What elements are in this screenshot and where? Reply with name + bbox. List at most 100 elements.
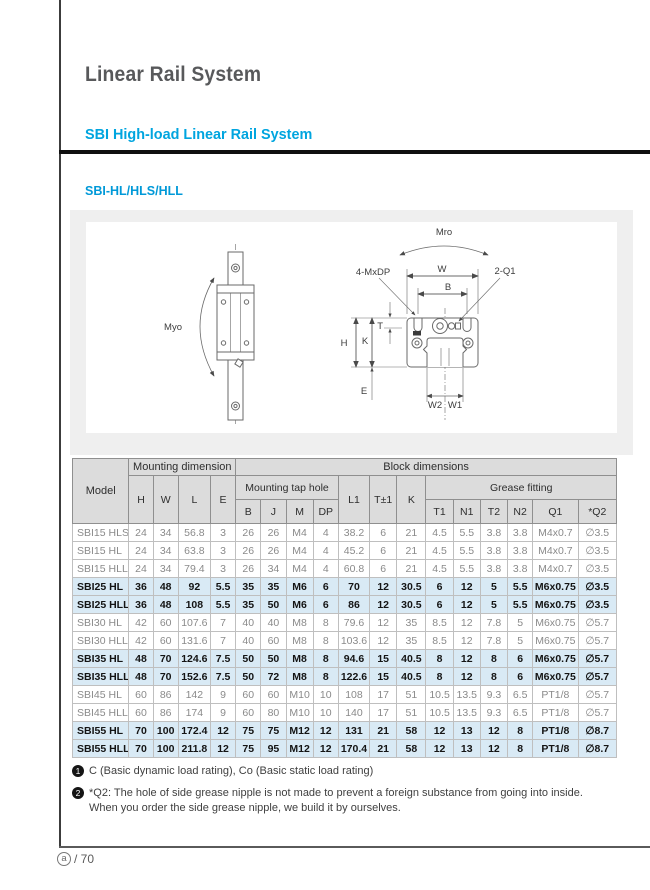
value-cell: 9 <box>209 703 237 722</box>
value-cell: 6 <box>312 595 339 614</box>
value-cell: 86 <box>152 703 179 722</box>
value-cell: M6x0.75 <box>532 631 579 650</box>
value-cell: 4.5 <box>425 541 454 560</box>
value-cell: 60 <box>235 685 262 704</box>
value-cell: 8.5 <box>425 613 454 632</box>
value-cell: 36 <box>128 595 154 614</box>
value-cell: 50 <box>235 649 262 668</box>
value-cell: 60.8 <box>337 559 371 578</box>
value-cell: M6 <box>285 577 314 596</box>
model-cell: SBI30 HLL <box>71 631 130 650</box>
dim-label-tap-hole: 4-MxDP <box>356 267 390 278</box>
value-cell: 172.4 <box>177 721 211 740</box>
value-cell: 4 <box>312 559 339 578</box>
value-cell: 12 <box>452 631 481 650</box>
value-cell: 86 <box>152 685 179 704</box>
value-cell: 12 <box>452 649 481 668</box>
value-cell: 8 <box>312 667 339 686</box>
value-cell: 34 <box>260 559 287 578</box>
col-header-j: J <box>260 499 287 524</box>
value-cell: 6.5 <box>507 685 534 704</box>
technical-diagram: Myo Mro 4-MxDP W 2-Q1 B T H K E W2 W1 <box>164 227 516 424</box>
value-cell: 3.8 <box>479 559 509 578</box>
model-cell: SBI25 HL <box>71 577 130 596</box>
value-cell: 50 <box>260 649 287 668</box>
value-cell: 8.5 <box>425 631 454 650</box>
value-cell: 4 <box>312 541 339 560</box>
dim-label-mro: Mro <box>436 227 452 238</box>
value-cell: 3.8 <box>507 541 534 560</box>
value-cell: 17 <box>369 685 398 704</box>
value-cell: ∅5.7 <box>577 631 618 650</box>
value-cell: M8 <box>285 613 314 632</box>
value-cell: 5.5 <box>507 595 534 614</box>
value-cell: 12 <box>209 721 237 740</box>
value-cell: 6 <box>312 577 339 596</box>
value-cell: 24 <box>128 559 154 578</box>
page-number: / 70 <box>74 852 95 866</box>
value-cell: 12 <box>452 577 481 596</box>
value-cell: 58 <box>396 739 427 758</box>
value-cell: 5 <box>507 631 534 650</box>
value-cell: 35 <box>260 577 287 596</box>
dim-label-q1: 2-Q1 <box>494 266 515 277</box>
value-cell: 70 <box>128 739 154 758</box>
value-cell: 6 <box>425 595 454 614</box>
table-row: SBI55 HLL 70 100 211.8 12 75 95 M12 12 170.4 21 58 1… <box>71 739 618 758</box>
value-cell: 3.8 <box>479 541 509 560</box>
group-header-mounting-dimension: Mounting dimension <box>128 458 237 476</box>
value-cell: 13.5 <box>452 703 481 722</box>
value-cell: M6x0.75 <box>532 595 579 614</box>
value-cell: 50 <box>260 595 287 614</box>
value-cell: 13 <box>452 739 481 758</box>
value-cell: 24 <box>128 541 154 560</box>
table-row: SBI45 HL 60 86 142 9 60 60 M10 10 108 17 51 10.5 13.5… <box>71 685 618 704</box>
value-cell: 12 <box>479 721 509 740</box>
value-cell: 3.8 <box>507 523 534 542</box>
value-cell: 40 <box>235 613 262 632</box>
value-cell: 72 <box>260 667 287 686</box>
value-cell: 12 <box>452 667 481 686</box>
value-cell: 5.5 <box>507 577 534 596</box>
dim-label-b: B <box>445 282 451 293</box>
model-cell: SBI15 HLS <box>71 523 130 542</box>
value-cell: PT1/8 <box>532 721 579 740</box>
section-heading: SBI-HL/HLS/HLL <box>85 184 183 198</box>
value-cell: 48 <box>152 577 179 596</box>
value-cell: 10 <box>312 685 339 704</box>
value-cell: 6 <box>507 667 534 686</box>
model-cell: SBI55 HL <box>71 721 130 740</box>
value-cell: 3 <box>209 523 237 542</box>
value-cell: 60 <box>128 703 154 722</box>
value-cell: 38.2 <box>337 523 371 542</box>
value-cell: 122.6 <box>337 667 371 686</box>
group-header-mounting-tap-hole: Mounting tap hole <box>235 475 339 500</box>
value-cell: 7 <box>209 631 237 650</box>
value-cell: M6 <box>285 595 314 614</box>
value-cell: 100 <box>152 739 179 758</box>
col-header-dp: DP <box>312 499 339 524</box>
value-cell: 12 <box>369 613 398 632</box>
value-cell: PT1/8 <box>532 685 579 704</box>
value-cell: 7.5 <box>209 649 237 668</box>
col-header-l1: L1 <box>337 475 371 524</box>
value-cell: 70 <box>128 721 154 740</box>
value-cell: 45.2 <box>337 541 371 560</box>
dim-label-e: E <box>361 386 367 397</box>
value-cell: 3.8 <box>479 523 509 542</box>
value-cell: 103.6 <box>337 631 371 650</box>
col-header-n2: N2 <box>507 499 534 524</box>
footnote-2-text: *Q2: The hole of side grease nipple is n… <box>89 787 583 814</box>
value-cell: 21 <box>396 523 427 542</box>
value-cell: 211.8 <box>177 739 211 758</box>
value-cell: M6x0.75 <box>532 613 579 632</box>
model-cell: SBI45 HL <box>71 685 130 704</box>
value-cell: 21 <box>369 739 398 758</box>
value-cell: 142 <box>177 685 211 704</box>
value-cell: 80 <box>260 703 287 722</box>
col-header-w: W <box>152 475 179 524</box>
value-cell: 50 <box>235 667 262 686</box>
value-cell: 5.5 <box>452 523 481 542</box>
value-cell: 8 <box>507 739 534 758</box>
